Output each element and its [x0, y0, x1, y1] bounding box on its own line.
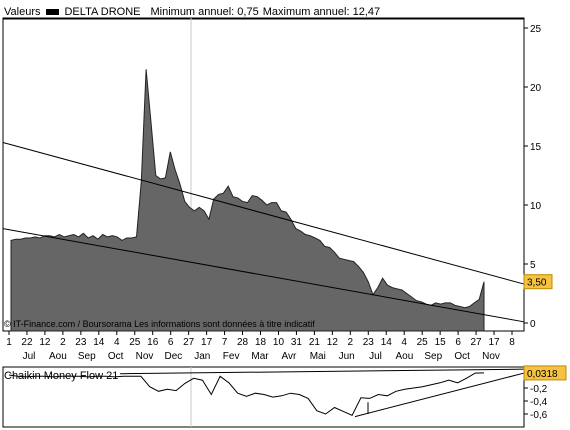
x-day-label: 2 — [348, 337, 354, 348]
x-day-label: 10 — [273, 337, 285, 348]
x-day-label: 12 — [39, 337, 51, 348]
price-trendlines — [2, 141, 525, 323]
x-day-label: 6 — [168, 337, 174, 348]
chaikin-trendlines — [119, 368, 525, 418]
chaikin-line-path — [8, 372, 485, 416]
x-month-label: Nov — [136, 351, 154, 362]
x-month-label: Oct — [454, 351, 470, 362]
x-month-label: Avr — [281, 351, 296, 362]
price-y-axis: 0 5 10 15 20 25 — [524, 24, 542, 330]
x-day-label: 22 — [21, 337, 33, 348]
x-month-label: Jul — [369, 351, 382, 362]
osc-y-tick-label: -0,6 — [530, 410, 548, 421]
x-day-label: 6 — [455, 337, 461, 348]
indicator-title: Chaikin Money Flow 21 — [4, 370, 119, 382]
y-tick-label: 5 — [530, 260, 536, 271]
price-area — [10, 69, 485, 332]
legend-swatch — [46, 8, 60, 15]
x-month-label: Jul — [23, 351, 36, 362]
x-day-label: 25 — [129, 337, 141, 348]
legend-max: Maximum annuel: 12,47 — [262, 6, 381, 18]
y-tick-label: 25 — [530, 24, 542, 35]
x-month-label: Fev — [223, 351, 240, 362]
osc-trendline-upper — [119, 368, 525, 375]
source-watermark: © IT-Finance.com / Boursorama Les inform… — [4, 319, 315, 329]
osc-y-tick-label: -0,2 — [530, 384, 548, 395]
x-month-label: Oct — [108, 351, 124, 362]
x-day-label: 4 — [114, 337, 120, 348]
last-price-label: 3,50 — [527, 278, 547, 289]
x-month-label: Aou — [49, 351, 67, 362]
chart-legend: Valeurs DELTA DRONE Minimum annuel: 0,75 Ma… — [4, 6, 380, 18]
x-day-label: 25 — [417, 337, 429, 348]
indicator-y-axis: -0,6 -0,4 -0,2 — [524, 384, 548, 421]
legend-series-name: DELTA DRONE — [64, 6, 141, 18]
x-day-label: 8 — [509, 337, 515, 348]
x-month-label: Dec — [164, 351, 182, 362]
x-month-label: Jun — [339, 351, 355, 362]
osc-y-tick-label: -0,4 — [530, 397, 548, 408]
last-price-box — [523, 274, 553, 290]
x-month-label: Sep — [78, 351, 96, 362]
x-day-label: 28 — [237, 337, 249, 348]
x-month-label: Jan — [194, 351, 210, 362]
y-tick-label: 0 — [530, 319, 536, 330]
trendline-lower — [2, 228, 525, 323]
x-day-label: 27 — [471, 337, 483, 348]
x-day-label: 2 — [60, 337, 66, 348]
x-day-label: 23 — [75, 337, 87, 348]
x-day-label: 27 — [183, 337, 195, 348]
x-day-label: 17 — [201, 337, 213, 348]
x-day-label: 1 — [6, 337, 12, 348]
x-month-label: Nov — [482, 351, 500, 362]
x-month-label: Mar — [251, 351, 269, 362]
last-indicator-badge: 0,0318 — [523, 365, 567, 381]
x-month-label: Mai — [310, 351, 326, 362]
y-tick-label: 15 — [530, 142, 542, 153]
x-day-label: 18 — [255, 337, 267, 348]
x-day-label: 17 — [488, 337, 500, 348]
x-day-label: 12 — [327, 337, 339, 348]
x-day-label: 16 — [147, 337, 159, 348]
last-indicator-label: 0,0318 — [527, 369, 558, 380]
x-day-label: 4 — [401, 337, 407, 348]
x-day-label: 31 — [291, 337, 303, 348]
legend-min: Minimum annuel: 0,75 — [150, 6, 259, 18]
x-day-label: 14 — [381, 337, 393, 348]
x-day-label: 23 — [363, 337, 375, 348]
last-price-badge: 3,50 — [523, 274, 553, 290]
x-day-label: 7 — [222, 337, 228, 348]
x-month-label: Sep — [424, 351, 442, 362]
price-area-path — [10, 69, 485, 332]
chaikin-line — [8, 372, 485, 416]
osc-trendline-lower — [354, 372, 525, 418]
date-x-axis: 1 22 12 2 23 14 4 25 16 6 27 17 7 28 18 10 31 21 12 2 23 14 4 2… — [6, 331, 515, 362]
x-day-label: 14 — [93, 337, 105, 348]
x-day-label: 15 — [435, 337, 447, 348]
trendline-upper — [2, 141, 525, 285]
y-tick-label: 10 — [530, 201, 542, 212]
legend-label: Valeurs — [4, 6, 41, 18]
x-day-label: 21 — [309, 337, 321, 348]
last-indicator-box — [523, 365, 567, 381]
x-month-label: Aou — [395, 351, 413, 362]
y-tick-label: 20 — [530, 83, 542, 94]
